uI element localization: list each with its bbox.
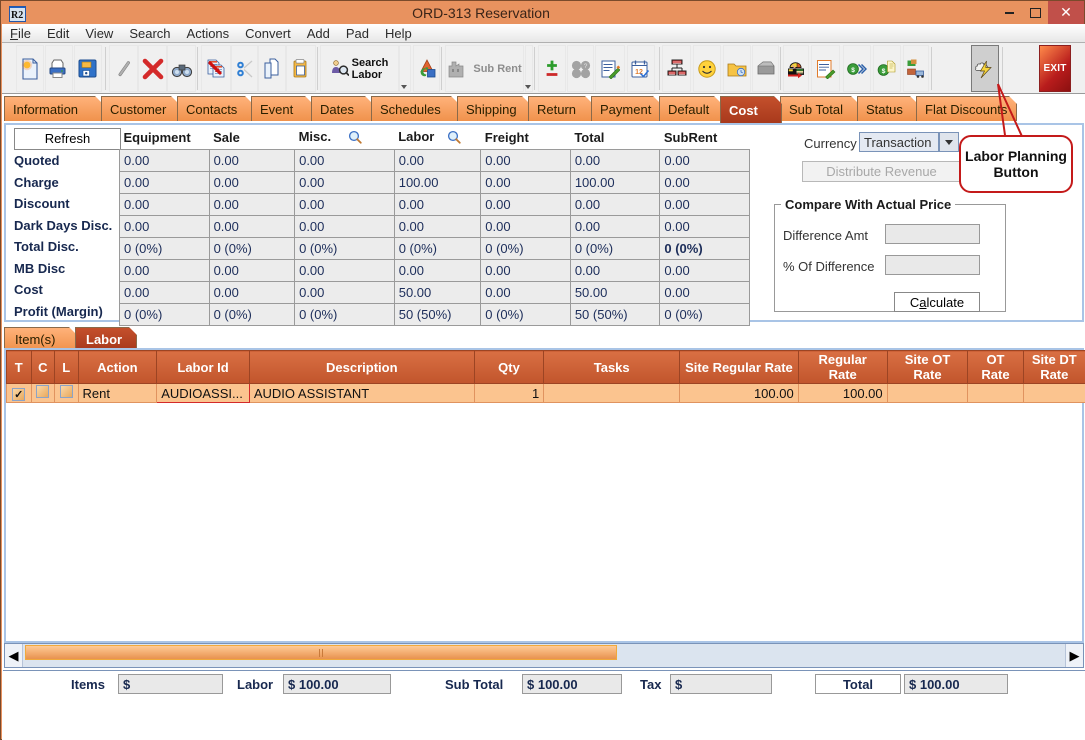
- svg-text:$: $: [851, 67, 855, 74]
- svg-text:$: $: [882, 68, 886, 75]
- svg-text:?: ?: [583, 63, 587, 70]
